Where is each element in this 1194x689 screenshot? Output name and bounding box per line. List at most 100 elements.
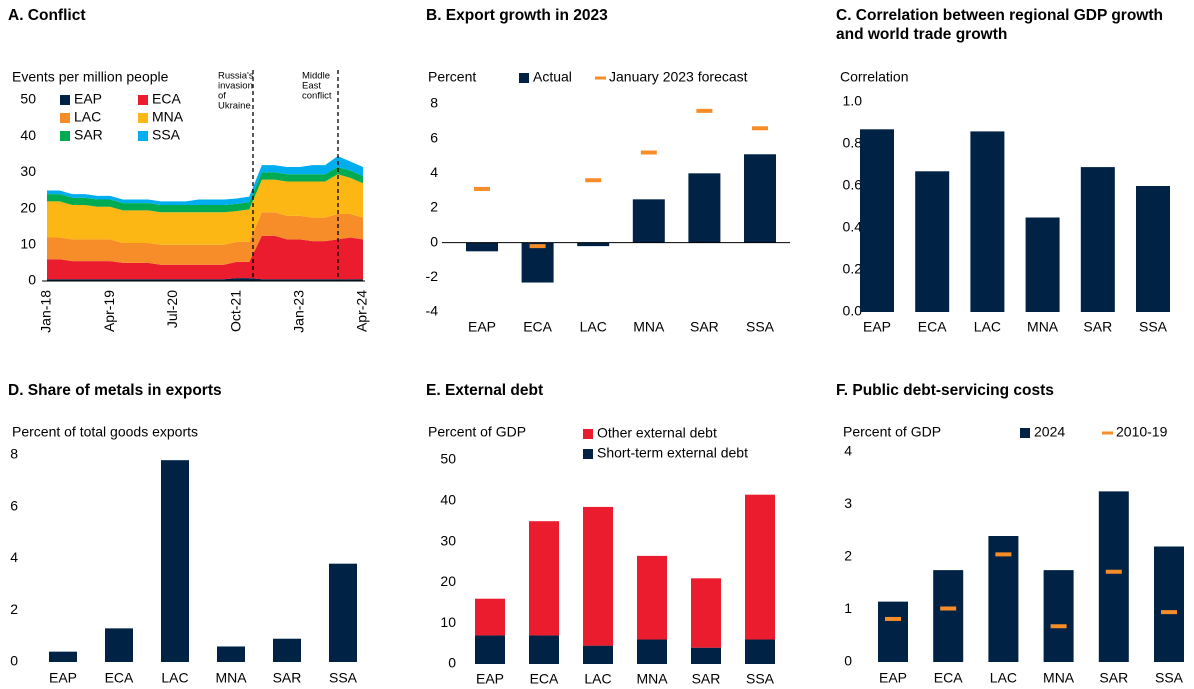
x-tick-label: ECA <box>530 671 559 687</box>
x-tick-label: MNA <box>1027 319 1059 335</box>
legend-marker <box>519 73 529 83</box>
x-tick-label: Jul-20 <box>164 290 180 328</box>
y-tick-label: 30 <box>20 163 36 179</box>
legend-marker <box>1020 428 1030 438</box>
bar <box>988 536 1019 662</box>
axis-label: Percent <box>428 69 476 85</box>
axis-label: Percent of GDP <box>428 424 526 440</box>
legend-label: Short-term external debt <box>597 445 748 461</box>
x-tick-label: MNA <box>1043 670 1075 686</box>
bar <box>105 628 133 662</box>
area <box>47 156 363 205</box>
y-tick-label: -4 <box>426 303 439 319</box>
x-tick-label: Apr-19 <box>101 290 117 332</box>
x-tick-label: Jan-18 <box>38 290 54 333</box>
y-tick-label: 8 <box>430 95 438 111</box>
annotation: conflict <box>302 91 332 102</box>
bar <box>273 638 301 662</box>
legend-label: SAR <box>74 127 103 143</box>
bar <box>1043 570 1074 662</box>
bar <box>744 154 776 243</box>
area <box>47 278 363 281</box>
legend-marker <box>60 131 70 141</box>
bar <box>632 199 665 243</box>
y-tick-label: 0.6 <box>843 177 863 193</box>
x-tick-label: ECA <box>523 319 552 335</box>
bar <box>475 635 505 664</box>
legend-marker <box>583 449 593 459</box>
x-tick-label: ECA <box>934 670 963 686</box>
y-tick-label: 0.4 <box>843 219 863 235</box>
y-tick-label: 0 <box>28 272 36 288</box>
annotation: invasion <box>218 81 253 92</box>
annotation: Middle <box>302 71 330 82</box>
bar <box>637 555 667 640</box>
y-tick-label: 4 <box>10 549 18 565</box>
bar <box>915 171 950 312</box>
x-tick-label: Jan-23 <box>291 290 307 333</box>
bar <box>1136 186 1170 312</box>
legend-label: MNA <box>152 109 184 125</box>
legend-label: 2024 <box>1034 424 1065 440</box>
axis-label: Events per million people <box>12 69 169 85</box>
area <box>47 166 363 213</box>
x-tick-label: EAP <box>879 670 907 686</box>
y-tick-label: 1.0 <box>843 93 863 109</box>
y-tick-label: 2 <box>10 601 18 617</box>
y-tick-label: 2 <box>844 548 852 564</box>
bar <box>583 506 613 646</box>
annotation: of <box>218 91 226 102</box>
y-tick-label: 6 <box>10 497 18 513</box>
x-tick-label: ECA <box>918 319 947 335</box>
y-tick-label: -2 <box>426 268 439 284</box>
bar <box>1154 546 1184 662</box>
x-tick-label: Apr-24 <box>354 290 370 332</box>
bar <box>1025 217 1060 312</box>
legend-marker <box>60 113 70 123</box>
bar <box>637 639 667 664</box>
y-tick-label: 50 <box>440 451 456 467</box>
panel-title: F. Public debt-servicing costs <box>836 382 1054 399</box>
bar <box>475 598 505 636</box>
x-tick-label: ECA <box>105 670 134 686</box>
x-tick-label: EAP <box>468 319 496 335</box>
x-tick-label: SSA <box>329 670 358 686</box>
bar <box>970 131 1005 312</box>
y-tick-label: 40 <box>20 127 36 143</box>
x-tick-label: SSA <box>1155 670 1184 686</box>
y-tick-label: 0 <box>430 233 438 249</box>
panel-title: B. Export growth in 2023 <box>426 7 608 24</box>
bar <box>688 173 721 243</box>
x-tick-label: SSA <box>746 671 775 687</box>
bar <box>691 647 721 664</box>
legend-marker <box>138 95 148 105</box>
x-tick-label: SAR <box>690 319 719 335</box>
bar <box>529 635 559 664</box>
x-tick-label: LAC <box>580 319 607 335</box>
y-tick-label: 30 <box>440 532 456 548</box>
x-tick-label: EAP <box>49 670 77 686</box>
bar <box>860 129 894 312</box>
axis-label: Percent of total goods exports <box>12 424 198 440</box>
x-tick-label: SAR <box>273 670 302 686</box>
x-tick-label: MNA <box>633 319 665 335</box>
bar <box>1098 491 1129 662</box>
panel-title: E. External debt <box>426 382 544 399</box>
x-tick-label: MNA <box>636 671 668 687</box>
x-tick-label: LAC <box>990 670 1017 686</box>
legend-marker <box>60 95 70 105</box>
y-tick-label: 3 <box>844 495 852 511</box>
y-tick-label: 0 <box>448 655 456 671</box>
y-tick-label: 10 <box>20 236 36 252</box>
x-tick-label: LAC <box>584 671 611 687</box>
x-tick-label: MNA <box>215 670 247 686</box>
bar <box>49 651 77 662</box>
x-tick-label: EAP <box>476 671 504 687</box>
y-tick-label: 20 <box>20 199 36 215</box>
bar <box>745 494 775 640</box>
y-tick-label: 40 <box>440 492 456 508</box>
bar <box>521 242 554 283</box>
legend-label: EAP <box>74 91 102 107</box>
panel-title: D. Share of metals in exports <box>8 382 222 399</box>
